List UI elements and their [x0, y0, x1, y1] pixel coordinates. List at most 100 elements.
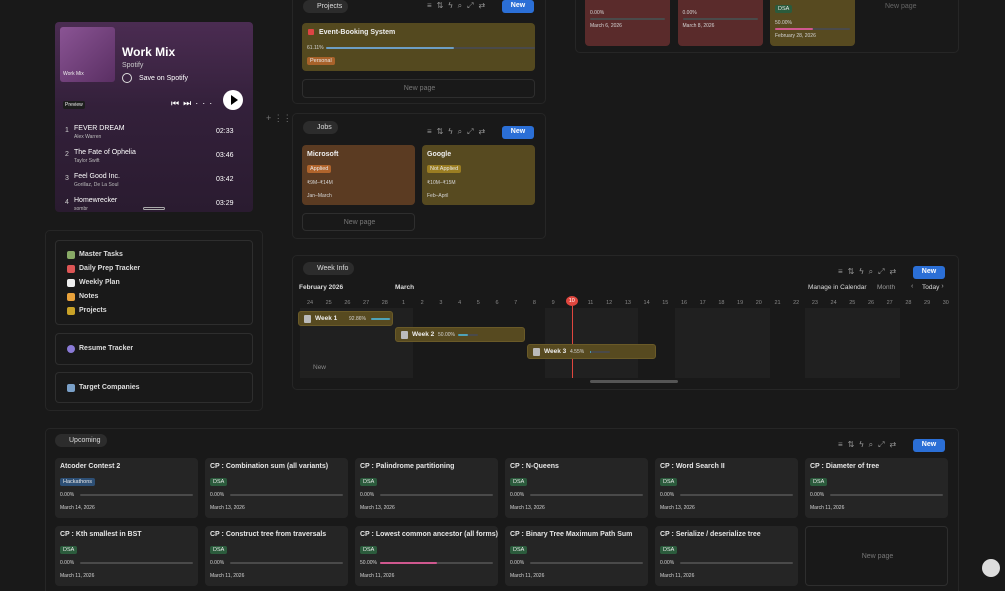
- task-title: CP : Binary Tree Maximum Path Sum: [510, 531, 633, 538]
- new-page[interactable]: New page: [805, 526, 948, 586]
- new-button[interactable]: New: [913, 266, 945, 279]
- manage-calendar[interactable]: Manage in Calendar: [808, 284, 867, 291]
- toolbar-icons: ≡⇅ϟ⌕⤢⇄: [838, 267, 902, 276]
- day-label: 1: [401, 300, 406, 306]
- projects-tab[interactable]: Projects: [303, 0, 349, 13]
- task-card[interactable]: CP : N-Queens DSA 0.00% March 13, 2026: [505, 458, 648, 518]
- task-card[interactable]: CP : Lowest common ancestor (all forms) D…: [355, 526, 498, 586]
- job-salary: ₹9M–₹14M: [307, 180, 333, 186]
- jobs-tab[interactable]: Jobs: [303, 121, 338, 134]
- card-title: Event-Booking System: [319, 29, 396, 36]
- nav-link[interactable]: Weekly Plan: [79, 279, 120, 286]
- task-title: CP : Kth smallest in BST: [60, 531, 142, 538]
- new-page-label: New page: [343, 219, 376, 226]
- save-link[interactable]: Save on Spotify: [139, 75, 189, 82]
- progress-fill: [458, 334, 468, 336]
- task-card[interactable]: CP : Kth smallest in BST DSA 0.00% March 11…: [55, 526, 198, 586]
- week-bar[interactable]: Week 3 4.55%: [527, 344, 656, 359]
- day-label: 19: [737, 300, 744, 306]
- progress-label: 0.00%: [660, 492, 675, 498]
- progress-track: [380, 494, 493, 496]
- task-card[interactable]: CP : Combination sum (all variants) DSA 0.…: [205, 458, 348, 518]
- progress-label: 0.00%: [510, 492, 525, 498]
- task-card[interactable]: CP : Construct tree from traversals DSA 0.…: [205, 526, 348, 586]
- task-card[interactable]: CP : Diameter of tree DSA 0.00% March 11, 2…: [805, 458, 948, 518]
- upcoming-tab[interactable]: Upcoming: [55, 434, 107, 447]
- task-title: CP : Palindrome partitioning: [360, 463, 455, 470]
- play-button[interactable]: [223, 90, 243, 110]
- week-icon: [304, 315, 311, 323]
- date: March 11, 2026: [660, 573, 695, 579]
- day-label: 20: [755, 300, 762, 306]
- week-bar[interactable]: Week 1 92.86%: [298, 311, 393, 326]
- week-bar[interactable]: Week 2 50.00%: [395, 327, 525, 342]
- help-button[interactable]: [982, 559, 1000, 577]
- weekend-band: [675, 308, 770, 378]
- top-card[interactable]: 0.00% March 6, 2026: [585, 0, 670, 46]
- day-label: 26: [867, 300, 875, 306]
- resume-link[interactable]: Resume Tracker: [79, 345, 134, 352]
- new-button[interactable]: New: [913, 439, 945, 452]
- tag: DSA: [60, 546, 78, 554]
- today-button[interactable]: Today: [922, 284, 940, 291]
- view-select[interactable]: Month: [877, 284, 896, 291]
- nav-link[interactable]: Daily Prep Tracker: [79, 265, 141, 272]
- job-period: Feb–April: [427, 193, 449, 199]
- upcoming-panel: [45, 428, 959, 591]
- new-page-label[interactable]: New page: [885, 3, 917, 10]
- weekend-band: [805, 308, 900, 378]
- date: March 13, 2026: [360, 505, 395, 511]
- add-row[interactable]: New: [313, 364, 327, 371]
- top-card[interactable]: 0.00% March 8, 2026: [677, 0, 763, 46]
- new-button[interactable]: New: [502, 0, 534, 13]
- track-artist: Alex Warren: [74, 134, 102, 140]
- track-title[interactable]: Homewrecker: [74, 197, 118, 204]
- day-label: 10: [565, 296, 578, 306]
- playlist-title: Work Mix: [122, 45, 176, 59]
- progress-track: [230, 494, 343, 496]
- nav-link[interactable]: Master Tasks: [79, 251, 123, 258]
- nav-arrows[interactable]: ‹›: [911, 283, 972, 290]
- tag: DSA: [510, 478, 528, 486]
- task-card[interactable]: CP : Palindrome partitioning DSA 0.00% Marc…: [355, 458, 498, 518]
- progress-track: [680, 494, 793, 496]
- new-button[interactable]: New: [502, 126, 534, 139]
- task-card[interactable]: Atcoder Contest 2 Hackathons 0.00% March 14…: [55, 458, 198, 518]
- top-card[interactable]: DSA 50.00% February 28, 2026: [770, 0, 855, 46]
- task-card[interactable]: CP : Serialize / deserialize tree DSA 0.00…: [655, 526, 798, 586]
- task-card[interactable]: CP : Binary Tree Maximum Path Sum DSA 0.00…: [505, 526, 648, 586]
- controls[interactable]: ⏮⏭···: [171, 98, 217, 108]
- new-page[interactable]: New page: [302, 79, 535, 98]
- tag: Hackathons: [60, 478, 96, 486]
- progress-track: [680, 562, 793, 564]
- task-title: CP : Diameter of tree: [810, 463, 880, 470]
- track-title[interactable]: FEVER DREAM: [74, 125, 125, 132]
- progress-track: [682, 18, 758, 20]
- progress-track: [458, 334, 478, 336]
- progress-fill: [380, 562, 437, 564]
- companies-link[interactable]: Target Companies: [79, 384, 140, 391]
- nav-link[interactable]: Notes: [79, 293, 99, 300]
- day-label: 3: [439, 300, 443, 306]
- day-label: 9: [551, 300, 555, 306]
- track-duration: 03:46: [216, 152, 234, 159]
- new-page[interactable]: New page: [302, 213, 415, 231]
- job-card[interactable]: Microsoft Applied ₹9M–₹14M Jan–March: [302, 145, 415, 205]
- resume-box: Resume Tracker: [55, 333, 253, 365]
- day-label: 2: [420, 300, 424, 306]
- day-label: 8: [532, 300, 536, 306]
- job-card[interactable]: Google Not Applied ₹10M–₹15M Feb–April: [422, 145, 535, 205]
- track-title[interactable]: Feel Good Inc.: [74, 173, 120, 180]
- tag: DSA: [210, 478, 228, 486]
- day-label: 4: [458, 300, 462, 306]
- task-card[interactable]: CP : Word Search II DSA 0.00% March 13, 202…: [655, 458, 798, 518]
- day-label: 5: [476, 300, 480, 306]
- progress-label: 61.11%: [307, 45, 324, 51]
- tag: DSA: [360, 546, 378, 554]
- track-title[interactable]: The Fate of Ophelia: [74, 149, 136, 156]
- nav-link[interactable]: Projects: [79, 307, 107, 314]
- project-card[interactable]: Event-Booking System 61.11% Personal: [302, 23, 535, 71]
- progress-label: 0.00%: [210, 560, 225, 566]
- week-tab[interactable]: Week Info: [303, 262, 355, 275]
